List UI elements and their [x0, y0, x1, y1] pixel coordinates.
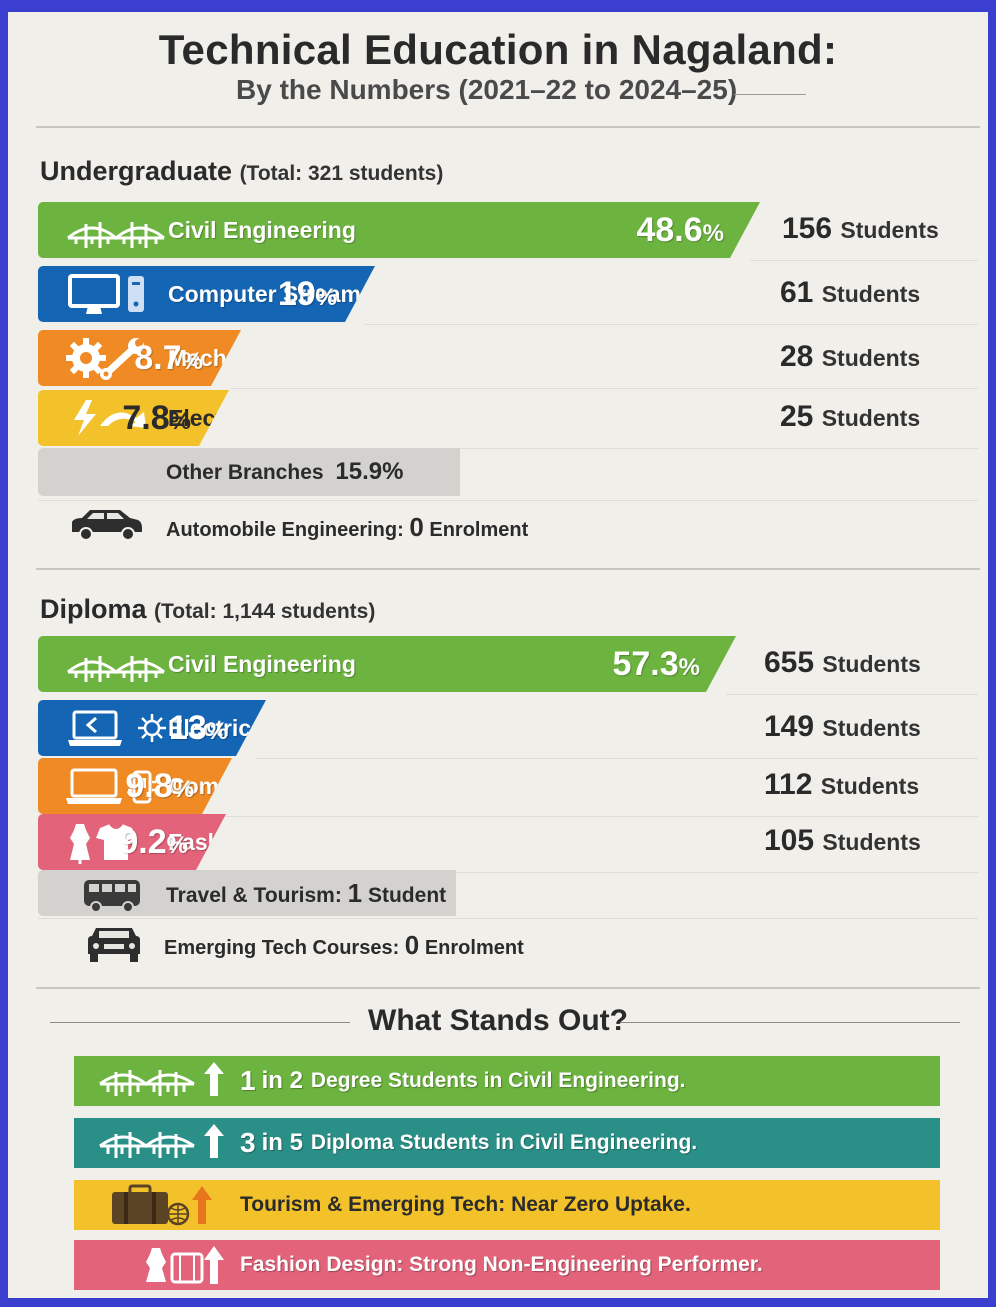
bridge-arrow-icon — [99, 1062, 224, 1096]
dip-bar-2: Electrical & Electronics Engg. 13% — [38, 700, 266, 756]
ug-pct-3: 8.7% — [134, 338, 203, 377]
divider — [36, 987, 980, 989]
dip-other-label: Travel & Tourism: — [166, 883, 342, 907]
subtitle-rule — [734, 94, 806, 95]
dip-students-2: 149 Students — [764, 710, 921, 743]
suitcase-globe-arrow-icon — [112, 1184, 212, 1226]
dip-other-value: 1 — [347, 877, 363, 908]
ug-label-3: Mechanical Engineering — [168, 344, 432, 371]
dip-bar-4: Fashion Design 9.2% — [38, 814, 226, 870]
standout-2-text: Diploma Students in Civil Engineering. — [310, 1131, 698, 1154]
dip-label-4: Fashion Design — [168, 828, 340, 855]
ug-bar-2: Computer Streams (CE + CSE) 19% — [38, 266, 375, 322]
dip-zero-unit: Enrolment — [424, 937, 524, 959]
ug-other-label: Other Branches — [166, 461, 324, 484]
dip-pct-1: 57.3% — [612, 644, 700, 683]
diploma-total: (Total: 1,144 students) — [154, 600, 376, 623]
row-rule — [750, 260, 978, 261]
standout-title: What Stands Out? — [368, 1004, 628, 1037]
divider — [36, 568, 980, 570]
divider — [36, 126, 980, 128]
dip-label-1: Civil Engineering — [168, 650, 356, 677]
ug-zero-value: 0 — [409, 512, 424, 542]
dip-students-1: 655 Students — [764, 646, 921, 679]
dip-other-bar: Travel & Tourism: 1 Student — [38, 870, 456, 916]
dip-pct-2: 13% — [168, 708, 228, 747]
bridge-icon — [64, 642, 174, 686]
row-rule — [365, 324, 978, 325]
dip-students-4: 105 Students — [764, 824, 921, 857]
standout-item-tourism: Tourism & Emerging Tech: Near Zero Uptak… — [74, 1180, 940, 1230]
undergraduate-heading: Undergraduate (Total: 321 students) — [40, 156, 443, 187]
row-rule — [216, 872, 978, 873]
lightning-icon — [64, 396, 174, 440]
dip-bar-3: Computer Science & Engg. 9.8% — [38, 758, 232, 814]
ug-students-4: 25 Students — [780, 400, 921, 433]
ug-bar-3: Mechanical Engineering 8.7% — [38, 330, 241, 386]
dip-zero-value: 0 — [404, 930, 420, 960]
page-title: Technical Education in Nagaland: — [158, 26, 838, 73]
dip-other-unit: Student — [367, 883, 447, 907]
dip-pct-4: 9.2% — [119, 822, 188, 861]
standout-1-text: Degree Students in Civil Engineering. — [310, 1069, 686, 1092]
standout-item-civil-degree: 1 in 2 Degree Students in Civil Engineer… — [74, 1056, 940, 1106]
undergraduate-title: Undergraduate — [40, 156, 233, 186]
ug-bar-4: Electrical Engineering 7.8% — [38, 390, 229, 446]
bus-icon — [84, 880, 140, 913]
standout-4-text: Fashion Design: Strong Non-Engineering P… — [240, 1253, 763, 1276]
car-icon — [88, 928, 140, 962]
bridge-arrow-icon — [99, 1124, 224, 1158]
ug-pct-4: 7.8% — [122, 398, 191, 437]
dip-zero-row: Emerging Tech Courses: 0 Enrolment — [164, 930, 524, 961]
ug-bar-1: Civil Engineering 48.6% — [38, 202, 760, 258]
infographic: Technical Education in Nagaland: By the … — [8, 12, 988, 1298]
standout-2-num: 3 — [240, 1127, 256, 1158]
page-subtitle: By the Numbers (2021–22 to 2024–25) — [236, 74, 738, 105]
ug-zero-row: Automobile Engineering: 0 Enrolment — [166, 512, 528, 543]
computer-icon — [64, 272, 174, 316]
row-rule — [256, 758, 978, 759]
ug-students-3: 28 Students — [780, 340, 921, 373]
ug-students-1: 156 Students — [782, 212, 939, 245]
bridge-icon — [64, 208, 174, 252]
ug-zero-unit: Enrolment — [429, 519, 529, 541]
standout-1-num: 1 — [240, 1065, 256, 1096]
gear-wrench-icon — [64, 336, 174, 380]
dip-bar-1: Civil Engineering 57.3% — [38, 636, 736, 692]
standout-3-text: Tourism & Emerging Tech: Near Zero Uptak… — [240, 1193, 691, 1216]
laptop-icon — [64, 764, 174, 808]
laptop-icon — [64, 706, 174, 750]
ug-pct-1: 48.6% — [636, 210, 724, 249]
row-rule — [38, 500, 978, 501]
dress-icon — [64, 820, 174, 864]
row-rule — [38, 918, 978, 919]
ug-pct-2: 19% — [277, 274, 337, 313]
ug-students-2: 61 Students — [780, 276, 921, 309]
diploma-heading: Diploma (Total: 1,144 students) — [40, 594, 375, 625]
dip-pct-3: 9.8% — [125, 766, 194, 805]
diploma-title: Diploma — [40, 594, 147, 624]
car-icon — [72, 510, 142, 541]
standout-rule-right — [620, 1022, 960, 1023]
dip-zero-label: Emerging Tech Courses: — [164, 937, 400, 959]
row-rule — [219, 448, 978, 449]
standout-rule-left — [50, 1022, 350, 1023]
row-rule — [222, 816, 978, 817]
ug-label-1: Civil Engineering — [168, 216, 356, 243]
undergraduate-total: (Total: 321 students) — [239, 162, 444, 185]
standout-1-mid: in 2 — [261, 1067, 303, 1094]
ug-other-pct: 15.9% — [335, 458, 404, 485]
ug-zero-label: Automobile Engineering: — [166, 519, 404, 541]
standout-2-mid: in 5 — [261, 1129, 303, 1156]
row-rule — [726, 694, 978, 695]
standout-item-civil-diploma: 3 in 5 Diploma Students in Civil Enginee… — [74, 1118, 940, 1168]
dip-students-3: 112 Students — [764, 768, 920, 801]
row-rule — [231, 388, 978, 389]
dip-label-3: Computer Science & Engg. — [168, 772, 464, 799]
standout-item-fashion: Fashion Design: Strong Non-Engineering P… — [74, 1240, 940, 1290]
ug-other-bar: Other Branches 15.9% — [38, 448, 460, 496]
ug-label-4: Electrical Engineering — [168, 404, 410, 431]
dress-arrow-icon — [146, 1246, 224, 1284]
